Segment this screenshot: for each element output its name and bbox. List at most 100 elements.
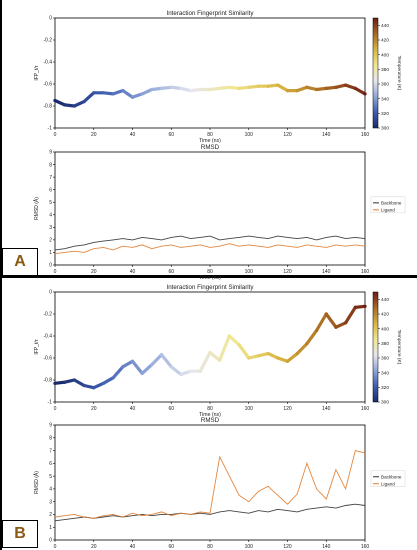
panel-a-ifp-ifp-point (53, 98, 57, 103)
panel-b-rmsd-xtick-label: 60 (168, 544, 174, 550)
panel-b-ifp-colorbar-tick-label: 300 (381, 400, 389, 406)
panel-b-ifp-ifp-point (314, 328, 319, 333)
panel-a-ifp-ifp-point (63, 103, 67, 107)
panel-a-rmsd-legend-label: Backbone (381, 201, 402, 206)
panel-a-ifp-title: Interaction Fingerprint Similarity (167, 10, 255, 17)
panel-a-ifp-ifp-segment (159, 85, 173, 91)
panel-a-ifp-ifp-point (92, 91, 96, 95)
panel-a-ifp-xtick-label: 120 (283, 132, 292, 138)
panel-b-rmsd-xtick-label: 20 (91, 544, 97, 550)
panel-b-rmsd-rmsd-line-ligand (54, 450, 366, 519)
panel-a-ifp-ifp-segment (208, 86, 222, 92)
panel-b-ifp-ifp-segment (218, 334, 231, 362)
panel-b-ifp-ifp-point (150, 363, 154, 367)
panel-b-ifp-ifp-point (72, 378, 76, 382)
panel-b-rmsd-legend-label: Ligand (381, 481, 395, 486)
panel-a-ifp-ifp-segment (150, 86, 164, 92)
panel-b-ifp-ifp-segment (53, 380, 67, 385)
panel-a-ifp-colorbar-tick-label: 300 (381, 126, 389, 132)
panel-a-ifp-ifp-point (285, 89, 290, 93)
panel-b-ifp-ifp-point (179, 372, 183, 377)
panel-a-ifp-xtick-label: 60 (168, 132, 174, 138)
panel-divider (0, 275, 417, 278)
panel-b-ifp-colorbar-tick-label: 340 (381, 370, 389, 376)
panel-b-ifp-colorbar-tick-label: 320 (381, 385, 389, 391)
panel-a-rmsd-ytick-label: 1 (49, 250, 52, 256)
panel-a-rmsd-rmsd-line-backbone (54, 235, 366, 251)
panel-a-ifp-ifp-segment (314, 86, 328, 92)
panel-b-ifp-ifp-point (247, 356, 251, 360)
panel-a-rmsd-xtick-label: 20 (91, 269, 97, 275)
panel-b-ifp-ifp-point (363, 304, 367, 308)
panel-a-ifp-xtick-label: 100 (245, 132, 254, 138)
panel-a-ifp-xtick-label: 80 (207, 132, 213, 138)
panel-a-ifp-ifp-point (295, 89, 299, 93)
panel-b-ifp-ifp-point (140, 371, 144, 375)
panel-b-ifp-title: Interaction Fingerprint Similarity (167, 284, 255, 291)
panel-b-ifp-xtick-label: 60 (168, 406, 174, 412)
panel-a-ifp-colorbar-tick-label: 360 (381, 82, 389, 88)
panel-b-ifp-ifp-point (344, 321, 348, 325)
panel-b-rmsd-ytick-label: 3 (49, 499, 52, 505)
panel-b-ifp-ifp-segment (101, 376, 115, 385)
panel-b-ifp-ifp-segment (198, 350, 212, 373)
panel-b-ifp-ytick-label: -1 (48, 400, 53, 406)
panel-b-ifp-ifp-segment (82, 383, 96, 390)
panel-a-rmsd-legend-label: Ligand (381, 208, 395, 213)
panel-b-ifp-ifp-point (256, 354, 261, 358)
panel-b-rmsd-ytick-label: 8 (49, 435, 52, 441)
panel-a-ifp-ifp-point (208, 87, 212, 92)
panel-a-ifp-ytick-label: -0.2 (43, 38, 52, 44)
panel-a-ifp-ifp-segment (101, 91, 115, 96)
panel-a-ifp-ytick-label: 0 (49, 16, 52, 22)
panel-a-ifp-ifp-point (256, 84, 261, 88)
panel-b-ifp-xtick-label: 120 (283, 406, 292, 412)
panel-a-rmsd-ytick-label: 7 (49, 175, 52, 181)
panel-a-rmsd-xtick-label: 120 (283, 269, 292, 275)
panel-b-ifp-ifp-segment (285, 352, 299, 363)
panel-a-rmsd-rmsd-line-ligand (54, 243, 366, 255)
panel-a-rmsd-ytick-label: 4 (49, 212, 52, 218)
panel-a-ifp-ifp-segment (305, 85, 319, 92)
panel-b-ifp-colorbar-tick-label: 400 (381, 326, 389, 332)
panel-b-ifp-xtick-label: 40 (130, 406, 136, 412)
panel-a-ifp-ifp-point (314, 87, 319, 92)
panel-b-rmsd-ytick-label: 9 (49, 423, 52, 429)
panel-a-ifp-colorbar-tick-label: 320 (381, 111, 389, 117)
panel-a-rmsd-title: RMSD (201, 144, 220, 151)
panel-b-ifp-ifp-point (208, 350, 212, 355)
panel-a-ifp-ifp-segment (130, 92, 144, 99)
panel-a-ifp-ifp-point (276, 83, 280, 87)
panel-b-ifp-ifp-point (63, 380, 67, 384)
panel-a-rmsd-ytick-label: 8 (49, 162, 52, 168)
panel-b-ifp-ifp-segment (247, 354, 261, 360)
panel-b-ifp-ifp-segment (266, 352, 280, 360)
panel-a-ifp-ifp-point (344, 83, 348, 87)
panel-a-rmsd-ytick-label: 6 (49, 187, 52, 193)
panel-b-rmsd-ytick-label: 5 (49, 474, 52, 480)
panel-a-ifp-ifp-point (140, 92, 144, 96)
panel-a-ifp-ifp-segment (227, 85, 241, 91)
panel-b-ifp-ifp-segment (140, 363, 154, 375)
panel-b-ifp-ifp-segment (130, 359, 144, 375)
panel-b-ifp-ifp-segment (353, 304, 367, 309)
panel-b-frame (0, 278, 2, 550)
panel-b-ifp-ifp-point (198, 369, 202, 373)
panel-a-ifp-ifp-point (101, 91, 106, 95)
panel-a-ifp-ifp-point (159, 86, 164, 90)
panel-a-ifp-ifp-point (189, 89, 193, 93)
panel-a-rmsd-xtick-label: 100 (245, 269, 254, 275)
panel-b-ifp-xtick-label: 140 (322, 406, 331, 412)
panel-a-ifp-colorbar-tick-label: 380 (381, 67, 389, 73)
panel-a-ifp-xtick-label: 0 (54, 132, 57, 138)
panel-a-ifp-ifp-point (169, 85, 173, 89)
panel-a-ifp-colorbar-tick-label: 400 (381, 52, 389, 58)
panel-b-rmsd-xtick-label: 80 (207, 544, 213, 550)
panel-a-ifp-ifp-segment (63, 103, 76, 108)
panel-b-rmsd-ytick-label: 7 (49, 448, 52, 454)
panel-b-ifp-ifp-segment (237, 343, 251, 360)
panel-b-ifp-ifp-point (237, 343, 241, 347)
panel-b-ifp-colorbar-tick-label: 360 (381, 356, 389, 362)
